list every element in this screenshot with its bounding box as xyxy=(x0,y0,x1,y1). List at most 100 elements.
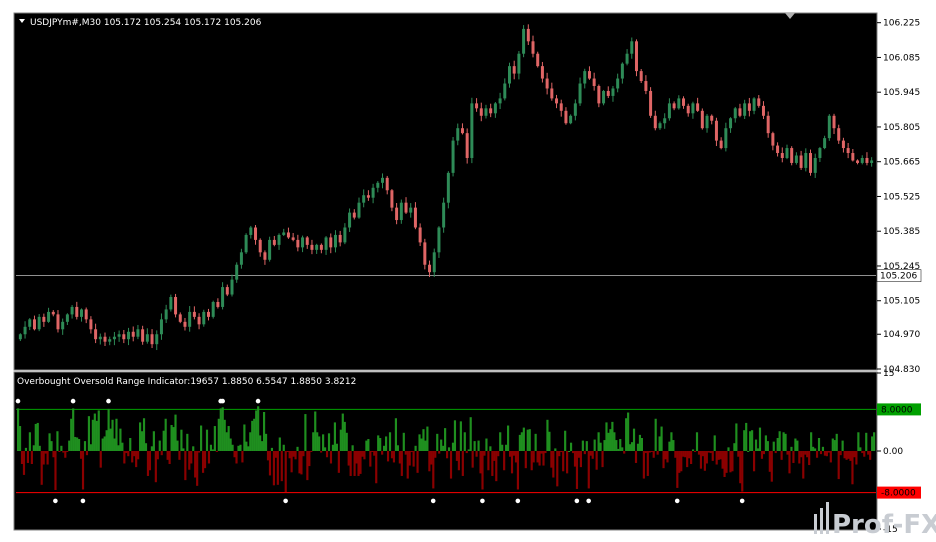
indicator-bar-negative xyxy=(363,451,366,460)
candle-bear xyxy=(489,108,493,114)
indicator-bar-negative xyxy=(438,451,441,454)
indicator-bar-positive xyxy=(782,432,785,451)
indicator-bar-negative xyxy=(540,451,543,454)
indicator-bar-positive xyxy=(205,429,209,451)
indicator-bar-positive xyxy=(636,443,640,451)
indicator-bar-positive xyxy=(176,440,179,451)
indicator-bar-negative xyxy=(719,451,722,460)
indicator-bar-negative xyxy=(272,451,275,486)
candle-bear xyxy=(197,316,201,325)
price-panel[interactable] xyxy=(13,12,878,371)
indicator-bar-positive xyxy=(322,434,325,451)
price-axis-tick-label: 105.105 xyxy=(883,297,920,307)
indicator-bar-negative xyxy=(792,451,795,463)
indicator-bar-negative xyxy=(184,451,187,481)
indicator-bar-negative xyxy=(66,451,69,452)
indicator-bar-negative xyxy=(406,451,409,479)
indicator-bar-positive xyxy=(568,451,571,452)
indicator-bar-negative xyxy=(802,451,805,479)
indicator-bar-negative xyxy=(300,451,303,475)
indicator-bar-positive xyxy=(485,438,488,451)
candle-bull xyxy=(112,336,116,340)
indicator-bar-positive xyxy=(821,446,825,451)
candle-bull xyxy=(484,108,488,116)
indicator-bar-negative xyxy=(566,451,569,474)
indicator-bar-positive xyxy=(463,432,466,451)
indicator-bar-negative xyxy=(284,451,287,493)
indicator-bar-positive xyxy=(607,432,610,451)
indicator-bar-positive xyxy=(129,438,132,451)
indicator-bar-negative xyxy=(587,451,590,489)
indicator-bar-negative xyxy=(552,451,555,478)
indicator-bar-negative xyxy=(556,451,559,487)
indicator-bar-negative xyxy=(688,451,691,459)
indicator-bar-negative xyxy=(723,451,726,477)
indicator-bar-negative xyxy=(739,451,742,484)
candle-bear xyxy=(272,239,276,245)
candle-bear xyxy=(225,287,229,295)
candle-bear xyxy=(131,331,135,337)
candle-bear xyxy=(841,140,845,149)
indicator-bar-negative xyxy=(40,451,43,485)
candle-bear xyxy=(512,66,516,74)
indicator-bar-positive xyxy=(140,431,144,451)
dropdown-arrow-icon[interactable] xyxy=(19,19,25,23)
indicator-bar-negative xyxy=(707,451,710,453)
candle-bull xyxy=(493,103,497,114)
indicator-bar-positive xyxy=(581,440,584,451)
indicator-bar-positive xyxy=(257,406,260,451)
indicator-bar-positive xyxy=(174,414,177,451)
indicator-bar-positive xyxy=(144,443,148,451)
indicator-bar-positive xyxy=(172,427,175,451)
indicator-bar-positive xyxy=(36,422,39,451)
indicator-bar-negative xyxy=(30,451,33,464)
indicator-bar-positive xyxy=(87,416,91,451)
candle-bear xyxy=(122,334,126,340)
indicator-bar-positive xyxy=(150,446,153,451)
indicator-bar-negative xyxy=(516,451,520,490)
indicator-bar-negative xyxy=(353,451,356,476)
indicator-bar-negative xyxy=(512,451,516,456)
indicator-bar-positive xyxy=(835,433,838,451)
indicator-bar-negative xyxy=(800,451,803,458)
indicator-bar-positive xyxy=(817,438,821,451)
candle-bull xyxy=(235,264,239,280)
indicator-bar-negative xyxy=(550,451,553,468)
indicator-bar-negative xyxy=(194,451,197,478)
indicator-bar-negative xyxy=(815,451,819,458)
indicator-bar-positive xyxy=(743,430,746,451)
indicator-bar-negative xyxy=(137,451,140,460)
indicator-bar-negative xyxy=(806,451,809,458)
candle-bear xyxy=(799,155,803,168)
candle-bear xyxy=(329,237,333,248)
indicator-bar-positive xyxy=(164,418,167,451)
indicator-bar-positive xyxy=(609,429,612,451)
indicator-bar-positive xyxy=(384,436,388,451)
candle-bull xyxy=(47,311,51,322)
indicator-bar-positive xyxy=(660,426,663,451)
indicator-bar-positive xyxy=(17,408,20,451)
indicator-bar-positive xyxy=(101,438,104,451)
candle-bull xyxy=(333,234,337,248)
candle-bear xyxy=(714,120,718,141)
indicator-bar-positive xyxy=(859,447,862,451)
indicator-bar-negative xyxy=(648,451,651,453)
indicator-bar-positive xyxy=(713,435,716,451)
indicator-bar-positive xyxy=(314,411,317,451)
indicator-bar-positive xyxy=(192,446,195,451)
candle-bear xyxy=(587,71,591,79)
indicator-bar-positive xyxy=(436,433,439,451)
indicator-bar-positive xyxy=(211,449,214,451)
candle-bear xyxy=(413,207,417,228)
chart-shift-marker-icon[interactable] xyxy=(785,13,795,19)
indicator-bar-negative xyxy=(471,451,474,468)
indicator-bar-negative xyxy=(337,451,340,473)
candle-bull xyxy=(611,88,615,96)
indicator-bar-positive xyxy=(239,444,242,451)
oversold-marker xyxy=(574,498,580,504)
indicator-bar-positive xyxy=(599,442,602,451)
candle-bull xyxy=(230,279,234,295)
indicator-bar-negative xyxy=(168,451,171,464)
indicator-bar-negative xyxy=(146,451,150,476)
indicator-bar-negative xyxy=(823,451,827,456)
